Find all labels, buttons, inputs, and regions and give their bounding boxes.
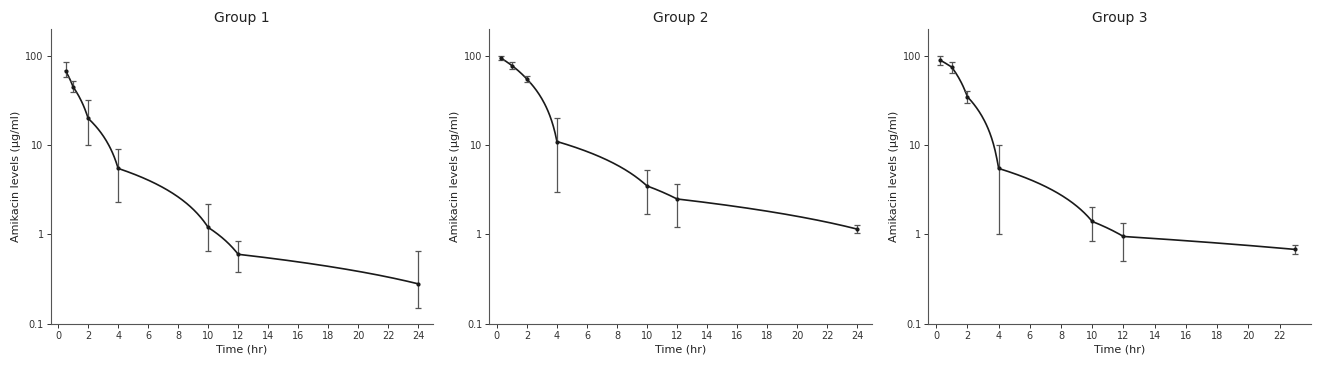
Y-axis label: Amikacin levels (μg/ml): Amikacin levels (μg/ml) <box>449 111 460 242</box>
X-axis label: Time (hr): Time (hr) <box>217 345 267 355</box>
Y-axis label: Amikacin levels (μg/ml): Amikacin levels (μg/ml) <box>11 111 21 242</box>
X-axis label: Time (hr): Time (hr) <box>656 345 706 355</box>
Title: Group 1: Group 1 <box>214 11 270 25</box>
Title: Group 3: Group 3 <box>1092 11 1147 25</box>
X-axis label: Time (hr): Time (hr) <box>1093 345 1145 355</box>
Y-axis label: Amikacin levels (μg/ml): Amikacin levels (μg/ml) <box>888 111 899 242</box>
Title: Group 2: Group 2 <box>653 11 709 25</box>
